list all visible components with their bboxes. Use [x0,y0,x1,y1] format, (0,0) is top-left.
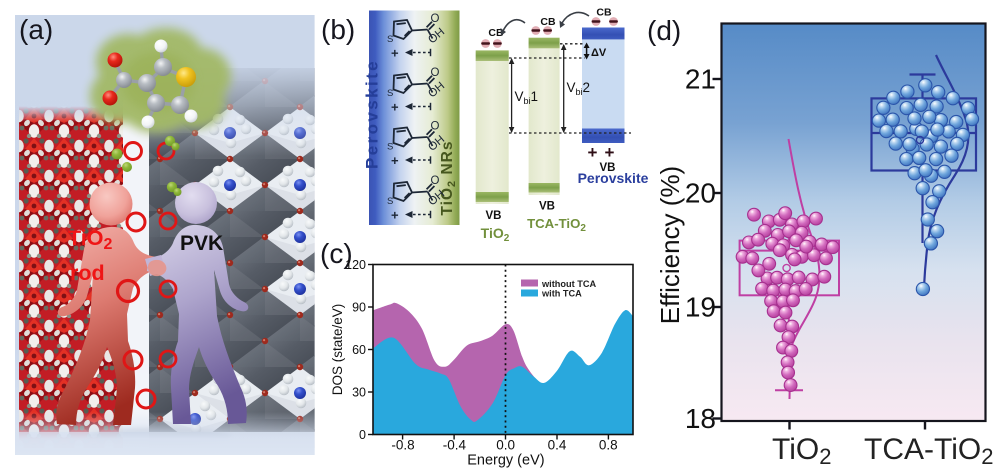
svg-text:Perovskite: Perovskite [363,59,382,169]
svg-text:Vbi2: Vbi2 [567,80,591,97]
svg-text:+: + [391,153,399,168]
svg-text:CB: CB [540,16,556,28]
svg-text:21: 21 [685,64,716,95]
svg-text:CB: CB [488,27,504,39]
svg-text:18: 18 [685,403,716,434]
svg-text:60: 60 [352,343,366,357]
svg-text:Perovskite: Perovskite [578,170,649,186]
svg-text:20: 20 [685,178,716,209]
svg-text:120: 120 [345,258,366,272]
svg-text:VB: VB [486,210,502,222]
svg-text:0.4: 0.4 [548,438,567,453]
svg-text:+: + [588,143,598,162]
svg-text:TiO2: TiO2 [481,225,510,244]
svg-text:DOS (state/eV): DOS (state/eV) [330,304,345,396]
svg-text:rod: rod [70,261,105,285]
svg-text:O: O [431,13,440,25]
svg-text:30: 30 [352,386,366,400]
svg-text:+: + [605,143,615,162]
svg-text:90: 90 [352,301,366,315]
svg-text:0: 0 [359,428,366,442]
svg-text:Efficiency (%): Efficiency (%) [655,166,685,324]
svg-text:(a): (a) [19,14,53,45]
svg-text:with TCA: with TCA [541,289,582,299]
svg-text:Energy (eV): Energy (eV) [467,453,544,469]
svg-text:Vbi1: Vbi1 [515,89,539,106]
svg-text:0.0: 0.0 [496,438,515,453]
svg-text:S: S [387,88,393,99]
svg-text:S: S [387,196,393,207]
svg-text:+: + [391,208,399,223]
svg-text:VB: VB [600,162,616,174]
svg-text:CB: CB [596,7,612,19]
svg-text:S: S [387,34,393,45]
svg-text:VB: VB [539,201,555,213]
svg-text:O: O [431,121,440,133]
svg-text:-0.4: -0.4 [443,438,467,453]
svg-text:O: O [431,175,440,187]
svg-text:S: S [387,142,393,153]
svg-text:(d): (d) [647,15,681,46]
svg-text:TCA-TiO2: TCA-TiO2 [527,216,586,234]
svg-text:(b): (b) [321,14,355,45]
svg-text:+: + [391,46,399,61]
svg-text:+: + [391,100,399,115]
svg-text:TCA-TiO2: TCA-TiO2 [864,433,993,469]
svg-text:without TCA: without TCA [541,279,596,289]
svg-text:-0.8: -0.8 [391,438,414,453]
svg-text:0.8: 0.8 [599,438,618,453]
svg-text:PVK: PVK [180,232,223,255]
svg-text:TiO2: TiO2 [772,433,831,469]
svg-text:ΔV: ΔV [591,47,607,59]
svg-text:(c): (c) [320,238,353,269]
svg-text:19: 19 [685,292,716,323]
svg-text:TiO2 NRs: TiO2 NRs [439,140,458,215]
svg-text:O: O [431,67,440,79]
